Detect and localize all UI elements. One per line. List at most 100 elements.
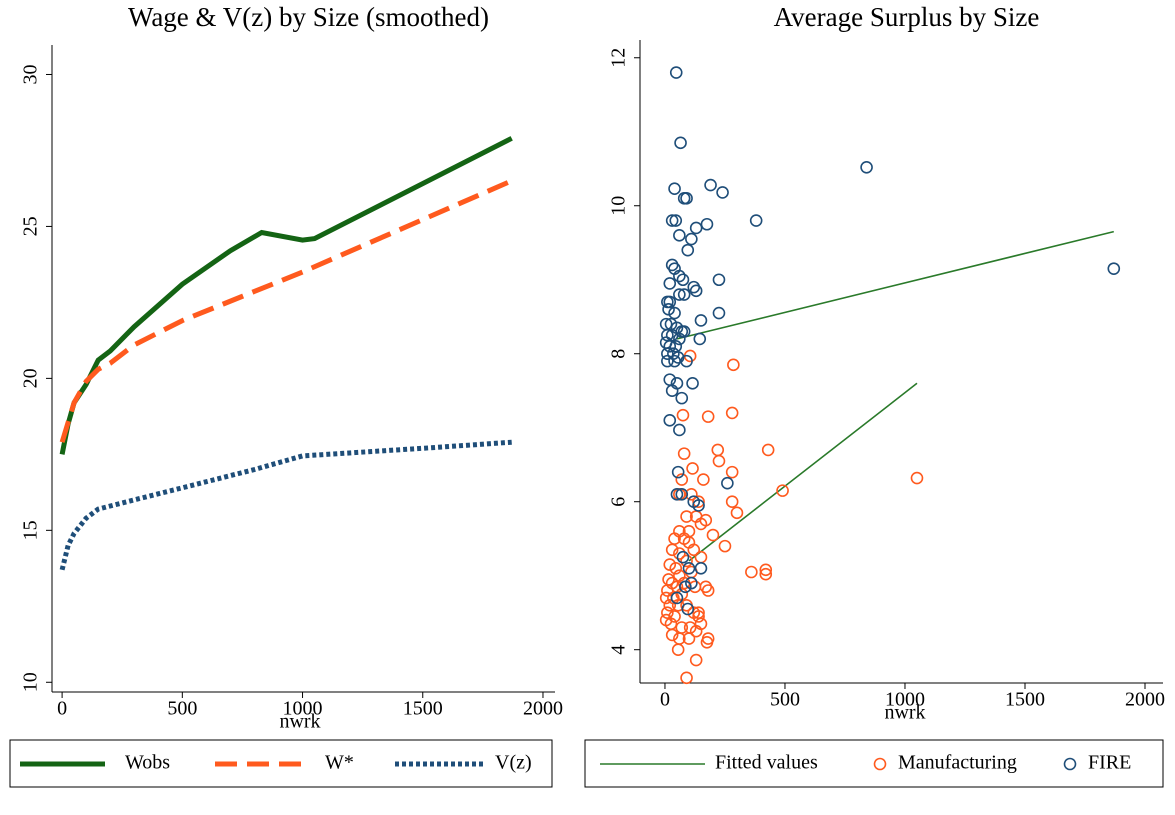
scatter-point: [860, 160, 873, 174]
scatter-point: [718, 539, 732, 553]
scatter-point: [673, 269, 686, 283]
scatter-point: [712, 454, 726, 468]
scatter-point: [697, 473, 710, 486]
x-axis-label: nwrk: [279, 711, 320, 733]
scatter-point: [661, 347, 674, 361]
chart-title: Wage & V(z) by Size (smoothed): [128, 2, 489, 32]
scatter-point: [675, 473, 689, 486]
scatter-point: [669, 214, 683, 227]
scatter-point: [675, 488, 689, 501]
x-tick-label: 500: [167, 698, 197, 720]
scatter-point: [689, 624, 703, 638]
scatter-point: [680, 671, 693, 685]
x-tick-label: 0: [57, 698, 67, 720]
scatter-point: [681, 602, 695, 616]
x-tick-label: 2000: [1125, 689, 1165, 711]
scatter-point: [745, 565, 758, 579]
scatter-point: [673, 423, 686, 437]
scatter-point: [700, 217, 714, 231]
legend-label: Wobs: [125, 752, 170, 774]
scatter-point: [663, 599, 677, 612]
scatter-point: [673, 332, 686, 346]
scatter-point: [663, 340, 677, 353]
scatter-point: [671, 351, 685, 364]
scatter-point: [677, 447, 691, 460]
legend-swatch: [1063, 757, 1077, 771]
scatter-point: [910, 471, 924, 485]
scatter-point: [692, 499, 705, 512]
scatter-point: [685, 232, 698, 246]
scatter-point: [1107, 262, 1121, 275]
scatter-point: [665, 628, 679, 642]
scatter-point: [671, 465, 685, 479]
data-line: [676, 230, 1114, 562]
scatter-point: [712, 273, 726, 287]
y-tick-label: 30: [20, 64, 42, 84]
scatter-point: [716, 186, 729, 199]
y-tick-label: 10: [20, 672, 42, 692]
x-tick-label: 2000: [523, 698, 563, 720]
data-line: [59, 439, 512, 571]
scatter-point: [680, 192, 693, 205]
scatter-point: [686, 462, 699, 475]
scatter-point: [689, 221, 703, 235]
scatter-point: [682, 632, 696, 645]
y-tick-label: 12: [608, 48, 630, 68]
x-tick-label: 1000: [885, 689, 925, 711]
scatter-point: [661, 606, 674, 620]
scatter-point: [671, 643, 685, 657]
scatter-point: [676, 273, 690, 287]
scatter-point: [674, 136, 687, 150]
scatter-point: [700, 636, 714, 649]
x-tick-label: 0: [660, 689, 670, 711]
scatter-point: [706, 528, 720, 542]
scatter-point: [665, 384, 679, 398]
scatter-point: [759, 563, 773, 577]
scatter-point: [725, 495, 739, 509]
x-tick-label: 500: [770, 689, 800, 711]
y-tick-label: 25: [20, 216, 42, 236]
scatter-point: [712, 306, 726, 320]
scatter-point: [665, 214, 679, 227]
scatter-point: [677, 288, 691, 301]
scatter-point: [668, 182, 681, 196]
scatter-point: [694, 314, 708, 327]
scatter-point: [663, 414, 677, 427]
scatter-point: [701, 410, 715, 423]
y-tick-label: 6: [608, 497, 630, 507]
scatter-point: [689, 653, 703, 667]
scatter-point: [776, 484, 789, 497]
x-tick-label: 1000: [283, 698, 323, 720]
data-line: [59, 178, 513, 443]
scatter-point: [676, 408, 690, 422]
scatter-point: [665, 543, 679, 557]
scatter-point: [682, 562, 696, 575]
legend-label: FIRE: [1088, 752, 1131, 774]
scatter-point: [680, 554, 693, 568]
scatter-point: [693, 332, 707, 346]
scatter-point: [673, 288, 686, 301]
scatter-point: [680, 354, 693, 368]
scatter-point: [669, 562, 683, 575]
legend-label: Fitted values: [715, 752, 818, 774]
scatter-point: [663, 295, 677, 309]
y-tick-label: 10: [608, 196, 630, 216]
y-tick-label: 4: [608, 645, 630, 655]
x-tick-label: 1500: [1005, 689, 1045, 711]
scatter-point: [685, 576, 698, 590]
scatter-point: [704, 178, 717, 192]
scatter-point: [688, 580, 702, 594]
scatter-point: [727, 358, 740, 372]
scatter-point: [680, 510, 693, 523]
scatter-point: [689, 284, 703, 298]
scatter-point: [692, 495, 705, 509]
scatter-point: [749, 214, 763, 227]
scatter-point: [676, 550, 690, 564]
legend-label: V(z): [495, 752, 532, 774]
scatter-point: [761, 443, 775, 457]
legend-swatch: [873, 757, 887, 771]
scatter-point: [725, 406, 739, 420]
scatter-point: [701, 584, 715, 597]
